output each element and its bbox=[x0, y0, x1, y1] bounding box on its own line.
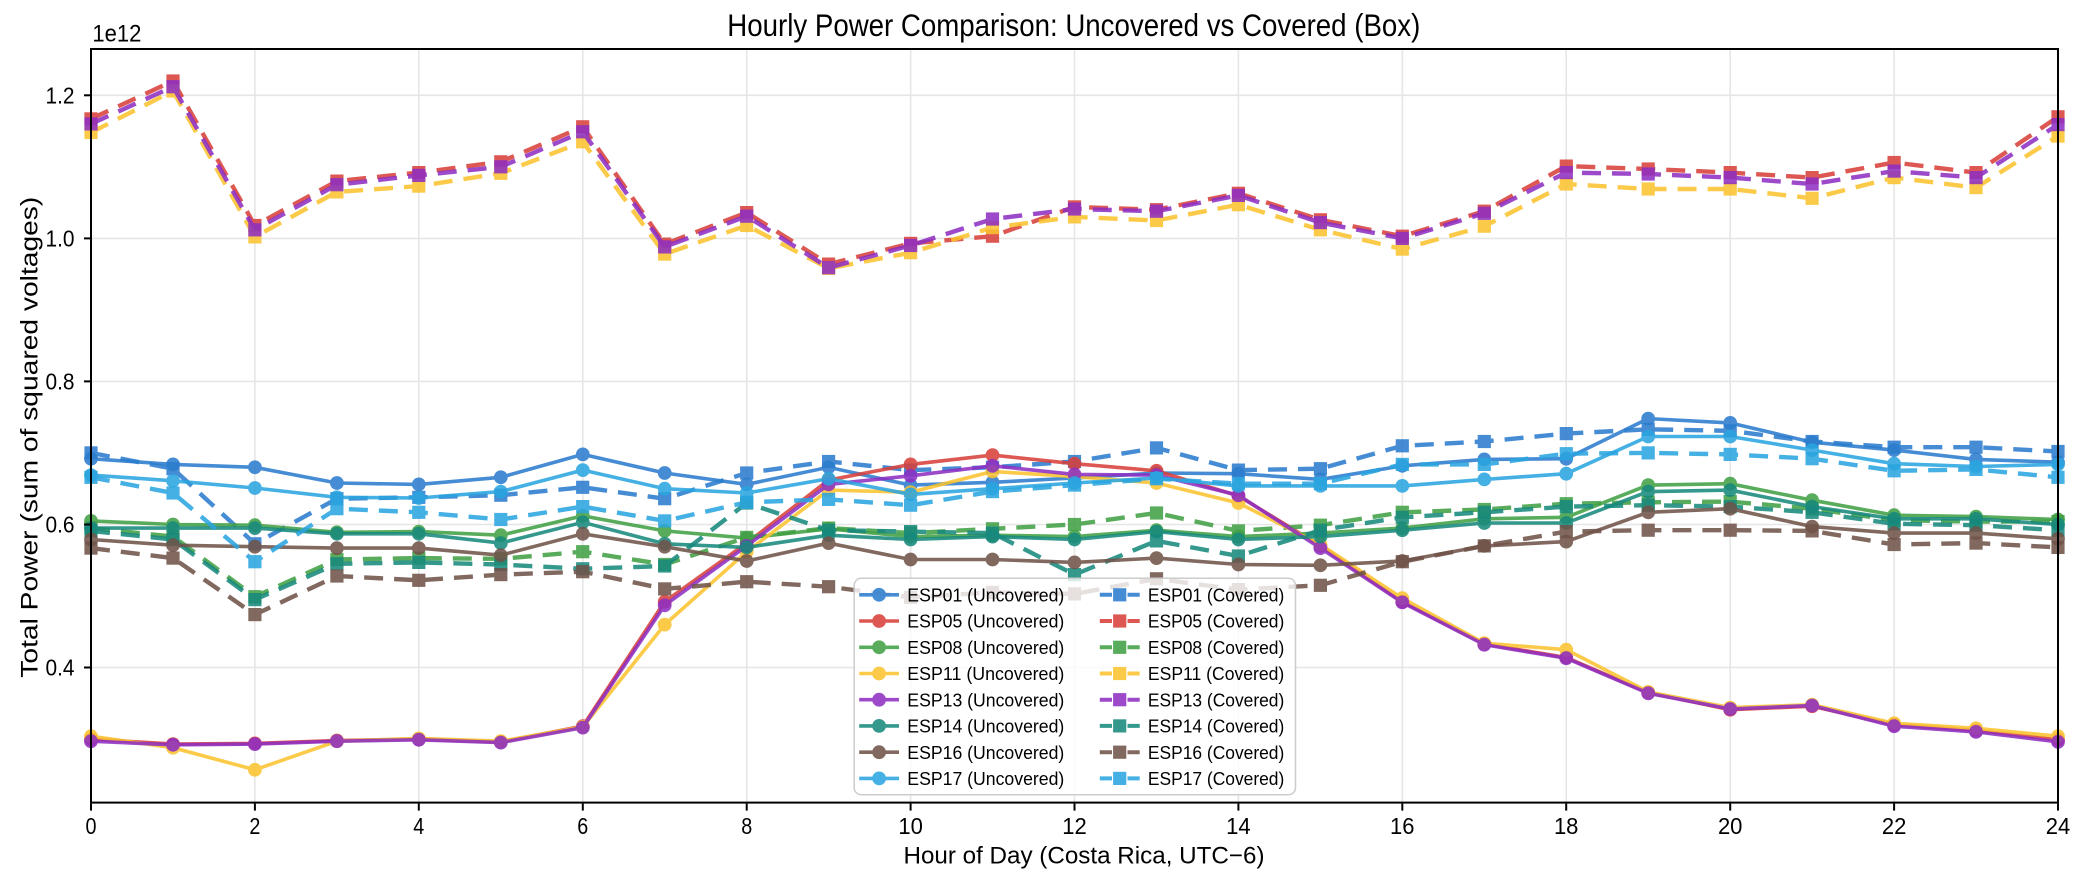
svg-text:ESP11 (Covered): ESP11 (Covered) bbox=[1148, 664, 1284, 684]
svg-text:ESP16 (Covered): ESP16 (Covered) bbox=[1148, 743, 1284, 763]
svg-text:ESP05 (Uncovered): ESP05 (Uncovered) bbox=[907, 612, 1064, 632]
svg-text:1.0: 1.0 bbox=[46, 226, 75, 252]
svg-text:20: 20 bbox=[1718, 813, 1743, 839]
svg-text:ESP14 (Uncovered): ESP14 (Uncovered) bbox=[907, 717, 1064, 737]
svg-text:1e12: 1e12 bbox=[92, 21, 141, 48]
svg-text:6: 6 bbox=[577, 813, 588, 839]
svg-text:24: 24 bbox=[2046, 813, 2071, 839]
svg-text:ESP05 (Covered): ESP05 (Covered) bbox=[1148, 612, 1284, 632]
svg-text:8: 8 bbox=[741, 813, 752, 839]
svg-text:0.6: 0.6 bbox=[46, 512, 75, 538]
svg-text:Hour of Day (Costa Rica, UTC−6: Hour of Day (Costa Rica, UTC−6) bbox=[904, 842, 1265, 869]
svg-text:0: 0 bbox=[86, 813, 97, 839]
svg-text:10: 10 bbox=[898, 813, 923, 839]
svg-text:ESP17 (Uncovered): ESP17 (Uncovered) bbox=[907, 769, 1064, 789]
svg-text:Hourly Power Comparison: Uncov: Hourly Power Comparison: Uncovered vs Co… bbox=[727, 7, 1420, 43]
svg-text:ESP01 (Uncovered): ESP01 (Uncovered) bbox=[907, 585, 1064, 605]
svg-text:2: 2 bbox=[249, 813, 260, 839]
svg-text:ESP17 (Covered): ESP17 (Covered) bbox=[1148, 769, 1284, 789]
svg-text:ESP14 (Covered): ESP14 (Covered) bbox=[1148, 717, 1284, 737]
svg-text:ESP01 (Covered): ESP01 (Covered) bbox=[1148, 585, 1284, 605]
svg-text:18: 18 bbox=[1554, 813, 1579, 839]
svg-text:16: 16 bbox=[1390, 813, 1415, 839]
svg-text:Total Power (sum of squared vo: Total Power (sum of squared voltages) bbox=[17, 197, 44, 678]
svg-text:ESP13 (Uncovered): ESP13 (Uncovered) bbox=[907, 690, 1064, 710]
svg-text:4: 4 bbox=[413, 813, 424, 839]
svg-text:0.4: 0.4 bbox=[46, 655, 75, 681]
svg-text:22: 22 bbox=[1882, 813, 1907, 839]
svg-text:14: 14 bbox=[1226, 813, 1251, 839]
svg-text:ESP13 (Covered): ESP13 (Covered) bbox=[1148, 690, 1284, 710]
svg-text:ESP08 (Covered): ESP08 (Covered) bbox=[1148, 638, 1284, 658]
svg-text:1.2: 1.2 bbox=[46, 83, 75, 109]
svg-text:12: 12 bbox=[1062, 813, 1087, 839]
svg-text:ESP08 (Uncovered): ESP08 (Uncovered) bbox=[907, 638, 1064, 658]
svg-text:ESP11 (Uncovered): ESP11 (Uncovered) bbox=[907, 664, 1064, 684]
svg-text:0.8: 0.8 bbox=[46, 369, 75, 395]
svg-text:ESP16 (Uncovered): ESP16 (Uncovered) bbox=[907, 743, 1064, 763]
